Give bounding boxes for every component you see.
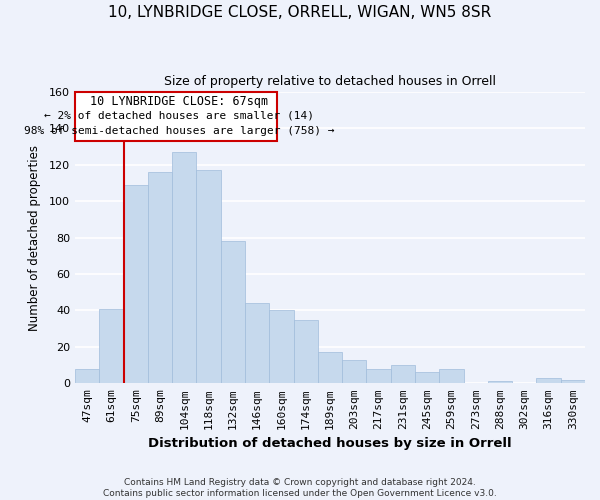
Bar: [342, 360, 367, 384]
Bar: [124, 185, 148, 384]
Text: 10, LYNBRIDGE CLOSE, ORRELL, WIGAN, WN5 8SR: 10, LYNBRIDGE CLOSE, ORRELL, WIGAN, WN5 …: [109, 5, 491, 20]
Bar: [439, 368, 464, 384]
Text: ← 2% of detached houses are smaller (14): ← 2% of detached houses are smaller (14): [44, 110, 314, 120]
Text: 98% of semi-detached houses are larger (758) →: 98% of semi-detached houses are larger (…: [24, 126, 335, 136]
Bar: [415, 372, 439, 384]
Bar: [148, 172, 172, 384]
Text: Contains HM Land Registry data © Crown copyright and database right 2024.
Contai: Contains HM Land Registry data © Crown c…: [103, 478, 497, 498]
Bar: [367, 368, 391, 384]
Y-axis label: Number of detached properties: Number of detached properties: [28, 144, 41, 330]
Title: Size of property relative to detached houses in Orrell: Size of property relative to detached ho…: [164, 75, 496, 88]
Bar: [293, 320, 318, 384]
Bar: [318, 352, 342, 384]
Bar: [172, 152, 196, 384]
Bar: [488, 382, 512, 384]
Bar: [196, 170, 221, 384]
Bar: [391, 365, 415, 384]
Bar: [536, 378, 561, 384]
Bar: [561, 380, 585, 384]
Text: 10 LYNBRIDGE CLOSE: 67sqm: 10 LYNBRIDGE CLOSE: 67sqm: [91, 96, 269, 108]
Bar: [221, 242, 245, 384]
X-axis label: Distribution of detached houses by size in Orrell: Distribution of detached houses by size …: [148, 437, 512, 450]
Bar: [269, 310, 293, 384]
Bar: [100, 308, 124, 384]
Bar: [245, 303, 269, 384]
FancyBboxPatch shape: [75, 92, 277, 141]
Bar: [75, 368, 100, 384]
